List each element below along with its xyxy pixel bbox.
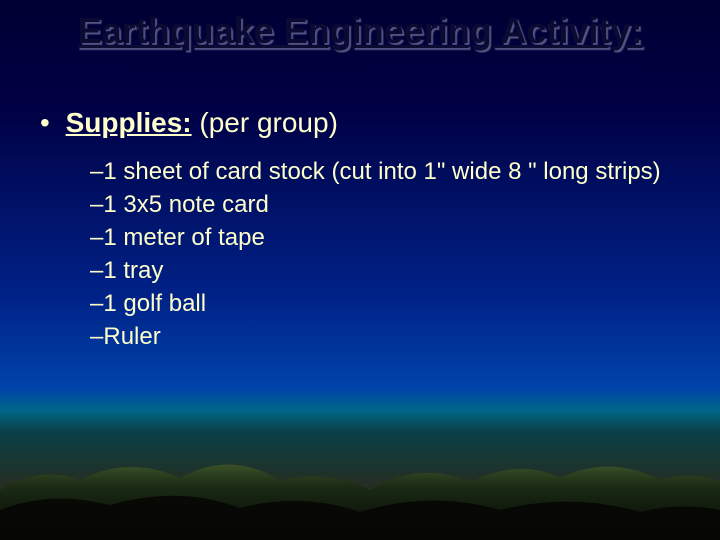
supplies-label: Supplies:: [66, 107, 192, 138]
supplies-rest: (per group): [192, 107, 338, 138]
list-item-text: 1 meter of tape: [103, 224, 264, 251]
list-item-text: Ruler: [103, 323, 160, 350]
list-item: – 1 3x5 note card: [90, 190, 690, 220]
slide-content: Earthquake Engineering Activity: • Suppl…: [0, 0, 720, 540]
bullet-glyph-l2: –: [90, 190, 103, 220]
list-item: – 1 sheet of card stock (cut into 1" wid…: [90, 157, 690, 187]
list-item-text: 1 3x5 note card: [103, 191, 268, 218]
bullet-level1: • Supplies: (per group): [40, 107, 720, 139]
bullet-glyph-l2: –: [90, 289, 103, 319]
bullet-glyph-l2: –: [90, 223, 103, 253]
list-item: – 1 meter of tape: [90, 223, 690, 253]
list-item: – 1 tray: [90, 256, 690, 286]
list-item-text: 1 sheet of card stock (cut into 1" wide …: [103, 158, 660, 185]
bullet-glyph-l2: –: [90, 322, 103, 352]
list-item-text: 1 tray: [103, 257, 163, 284]
slide-title: Earthquake Engineering Activity:: [0, 10, 720, 52]
list-item-text: 1 golf ball: [103, 290, 206, 317]
bullet-glyph-l2: –: [90, 157, 103, 187]
list-item: – 1 golf ball: [90, 289, 690, 319]
list-item: – Ruler: [90, 322, 690, 352]
bullet-level2-list: – 1 sheet of card stock (cut into 1" wid…: [90, 157, 690, 352]
bullet-l1-text: Supplies: (per group): [66, 107, 338, 138]
bullet-glyph-l2: –: [90, 256, 103, 286]
bullet-glyph-l1: •: [40, 107, 50, 139]
